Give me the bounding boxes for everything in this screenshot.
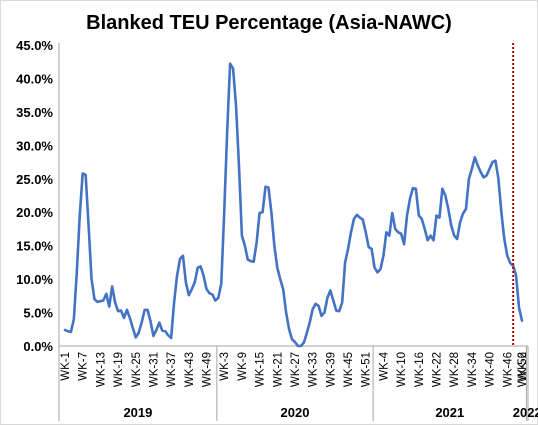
x-tick-label: WK-37 — [166, 352, 178, 387]
y-tick-label: 5.0% — [23, 306, 53, 321]
x-tick-label: WK-43 — [184, 352, 196, 387]
x-tick-label: WK-10 — [396, 352, 408, 387]
x-tick-label: WK-34 — [467, 351, 479, 387]
x-tick-label: WK-13 — [95, 352, 107, 387]
x-tick-label: WK-4 — [378, 351, 390, 380]
chart-title: Blanked TEU Percentage (Asia-NAWC) — [86, 12, 452, 34]
x-tick-label: WK-31 — [149, 352, 161, 387]
y-tick-label: 10.0% — [16, 272, 53, 287]
year-label: 2020 — [281, 405, 310, 420]
x-tick-label: WK-45 — [343, 352, 355, 387]
x-tick-label: WK-21 — [272, 352, 284, 387]
y-tick-label: 25.0% — [16, 172, 53, 187]
x-axis-ticks: WK-1 WK-7 WK-13 WK-19 WK-25 WK-31 WK-37 WK-43 WK… — [60, 351, 529, 387]
x-tick-label: WK-49 — [202, 352, 214, 387]
y-tick-label: 0.0% — [23, 339, 53, 354]
y-tick-label: 30.0% — [16, 138, 53, 153]
year-label: 2019 — [123, 405, 152, 420]
x-tick-label: WK-28 — [449, 352, 461, 387]
x-tick-label: WK-19 — [113, 352, 125, 387]
y-tick-label: 35.0% — [16, 105, 53, 120]
x-tick-label: WK-7 — [78, 352, 90, 381]
x-tick-label: WK-16 — [414, 352, 426, 387]
y-tick-label: 15.0% — [16, 239, 53, 254]
y-axis-ticks: 0.0% 5.0% 10.0% 15.0% 20.0% 25.0% 30.0% 35.0% 40… — [16, 38, 53, 354]
y-tick-label: 20.0% — [16, 205, 53, 220]
series-layer — [63, 62, 524, 348]
x-tick-label: WK-15 — [255, 352, 267, 387]
x-tick-label: WK-6 — [517, 352, 529, 381]
x-tick-label: WK-27 — [290, 352, 302, 387]
x-tick-label: WK-33 — [308, 352, 320, 387]
x-tick-label: WK-40 — [485, 352, 497, 387]
x-tick-label: WK-51 — [361, 352, 373, 387]
series-line — [63, 62, 524, 348]
year-axis: 2019 2020 2021 2022 — [58, 346, 538, 421]
x-tick-label: WK-3 — [219, 352, 231, 381]
x-tick-label: WK-22 — [432, 352, 444, 387]
x-tick-label: WK-39 — [325, 352, 337, 387]
x-tick-label: WK-1 — [60, 352, 72, 381]
x-tick-label: WK-46 — [502, 352, 514, 387]
x-tick-label: WK-9 — [237, 352, 249, 381]
x-tick-label: WK-25 — [131, 352, 143, 387]
y-tick-label: 45.0% — [16, 38, 53, 53]
year-label: 2022 — [513, 405, 538, 420]
y-tick-label: 40.0% — [16, 71, 53, 86]
year-label: 2021 — [435, 405, 464, 420]
axes — [58, 43, 528, 347]
